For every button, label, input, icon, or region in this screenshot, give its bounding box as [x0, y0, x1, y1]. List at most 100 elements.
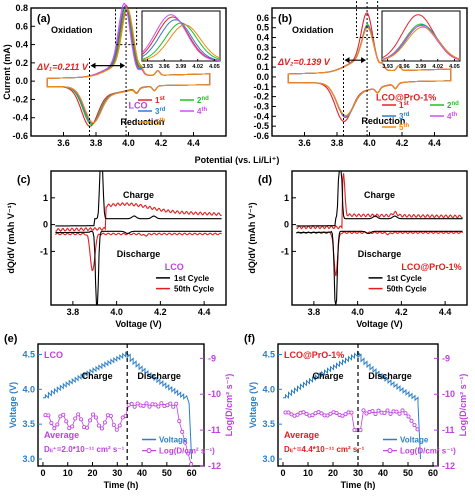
x-tick-label: 3.8 [67, 307, 80, 317]
inset-tick-label: 4.02 [432, 64, 443, 70]
y-tick-label: 0.8 [15, 3, 28, 13]
x-tick-label: 3.8 [331, 138, 344, 148]
legend-label: 1st Cycle [387, 274, 423, 283]
x-tick-label: 40 [378, 468, 388, 478]
plot-frame [37, 343, 205, 467]
x-tick-label: 3.6 [298, 138, 311, 148]
zoom-box [356, 0, 379, 39]
diffusion-point [58, 414, 63, 419]
x-tick-label: 3.8 [90, 138, 103, 148]
legend-num: 2 [447, 101, 452, 110]
diffusion-point [304, 411, 309, 416]
y-axis-label-d: dQ/dV (mAh V⁻¹) [247, 202, 257, 273]
y-tick-label: 1 [284, 193, 289, 203]
diffusion-point [301, 410, 306, 415]
y-tick-label: 4.0 [22, 384, 35, 394]
dqdv-curve-charge-1st [296, 170, 463, 227]
y-tick-label: 4.5 [22, 349, 35, 359]
diffusion-point [120, 415, 125, 420]
y-tick-label: -0.6 [253, 131, 269, 141]
diffusion-point [295, 412, 300, 417]
dqdv-curve-charge-50th [296, 173, 463, 230]
y-axis-label-c: dQ/dV (mAh V⁻¹) [6, 202, 16, 273]
plot-frame [50, 170, 227, 306]
y-tick-label: 0.4 [15, 40, 28, 50]
legend-label-5th: 5th [155, 118, 165, 127]
x-tick-label: 10 [63, 468, 73, 478]
diffusion-point [70, 424, 75, 429]
charge-label: Charge [312, 371, 343, 381]
x-tick-label: 4.2 [396, 138, 409, 148]
y-tick-label: 0.1 [256, 62, 269, 72]
x-tick-label: 0 [280, 468, 285, 478]
legend-label-3rd: 3rd [399, 112, 410, 121]
discharge-label: Discharge [137, 371, 181, 381]
diffusion-point [171, 404, 176, 409]
x-tick-label: 20 [87, 468, 97, 478]
legend-num: 5 [399, 123, 404, 132]
x-tick-label: 4.4 [198, 307, 211, 317]
diffusion-point [340, 413, 345, 418]
discharge-label: Discharge [358, 249, 402, 259]
y2-tick-label: -12 [442, 461, 455, 471]
y-axis-label-d: Log(D/cm² s⁻¹) [458, 374, 468, 437]
x-tick-label: 60 [428, 468, 438, 478]
diffusion-point [186, 451, 191, 456]
plot-frame [291, 170, 468, 306]
y-tick-label: 4.5 [262, 349, 275, 359]
y-tick-label: 0.2 [15, 58, 28, 68]
legend-sup: th [403, 123, 409, 129]
legend-num: 4 [447, 112, 452, 121]
legend-label-d: Log(D/cm² s⁻¹) [159, 447, 215, 456]
legend-sup: rd [403, 112, 409, 118]
diffusion-point [349, 410, 354, 415]
diffusion-point [403, 411, 408, 416]
legend-label: 50th Cycle [174, 285, 215, 294]
diffusion-point [412, 423, 417, 428]
legend-label-d: Log(D/cm² s⁻¹) [400, 447, 456, 456]
inset-tick-label: 3.96 [399, 64, 410, 70]
x-tick-label: 50 [403, 468, 413, 478]
diffusion-point [310, 413, 315, 418]
diffusion-point [61, 412, 66, 417]
dqdv-curve-discharge-1st [296, 230, 463, 306]
y-tick-label: -0.3 [253, 101, 269, 111]
x-axis-label-ab: Potential (vs. Li/Li⁺) [195, 155, 280, 165]
y2-tick-label: -10 [208, 389, 221, 399]
diffusion-point [64, 419, 69, 424]
legend-num: 1 [399, 101, 404, 110]
legend-marker-d [387, 448, 393, 454]
x-axis-label: Time (h) [341, 480, 376, 490]
inset-curve-4th [381, 25, 461, 60]
x-tick-label: 4.0 [122, 138, 135, 148]
inset-tick-label: 3.93 [142, 64, 153, 70]
x-tick-label: 4.2 [155, 138, 168, 148]
inset: 3.93 3.96 3.99 4.02 4.05 [141, 10, 221, 70]
diffusion-point [88, 418, 93, 423]
diffusion-point [153, 402, 158, 407]
diffusion-point [361, 408, 366, 413]
inset-curve-3rd [141, 19, 221, 61]
diffusion-point [400, 408, 405, 413]
oxidation-label: Oxidation [292, 25, 334, 35]
diffusion-point [55, 422, 60, 427]
legend-label-voltage: Voltage [400, 436, 429, 445]
y-tick-label: 0.0 [15, 76, 28, 86]
y-tick-label: 0.4 [256, 33, 269, 43]
x-tick-label: 4.2 [154, 307, 167, 317]
diffusion-point [180, 429, 185, 434]
x-tick-label: 0 [40, 468, 45, 478]
legend-num: 1 [155, 96, 160, 105]
diffusion-point [358, 428, 363, 433]
y-axis-label-d: Log(D/cm² s⁻¹) [224, 374, 234, 437]
diffusion-point [99, 426, 104, 431]
legend-label-2nd: 2nd [197, 96, 209, 105]
diffusion-point [319, 411, 324, 416]
y-tick-label: 3.0 [262, 454, 275, 464]
charge-label: Charge [364, 190, 395, 200]
legend-label-3rd: 3rd [155, 107, 166, 116]
zoom-box [115, 7, 138, 46]
y2-tick-label: -12 [208, 461, 221, 471]
x-tick-label: 50 [162, 468, 172, 478]
y-tick-label: 3.5 [22, 419, 35, 429]
